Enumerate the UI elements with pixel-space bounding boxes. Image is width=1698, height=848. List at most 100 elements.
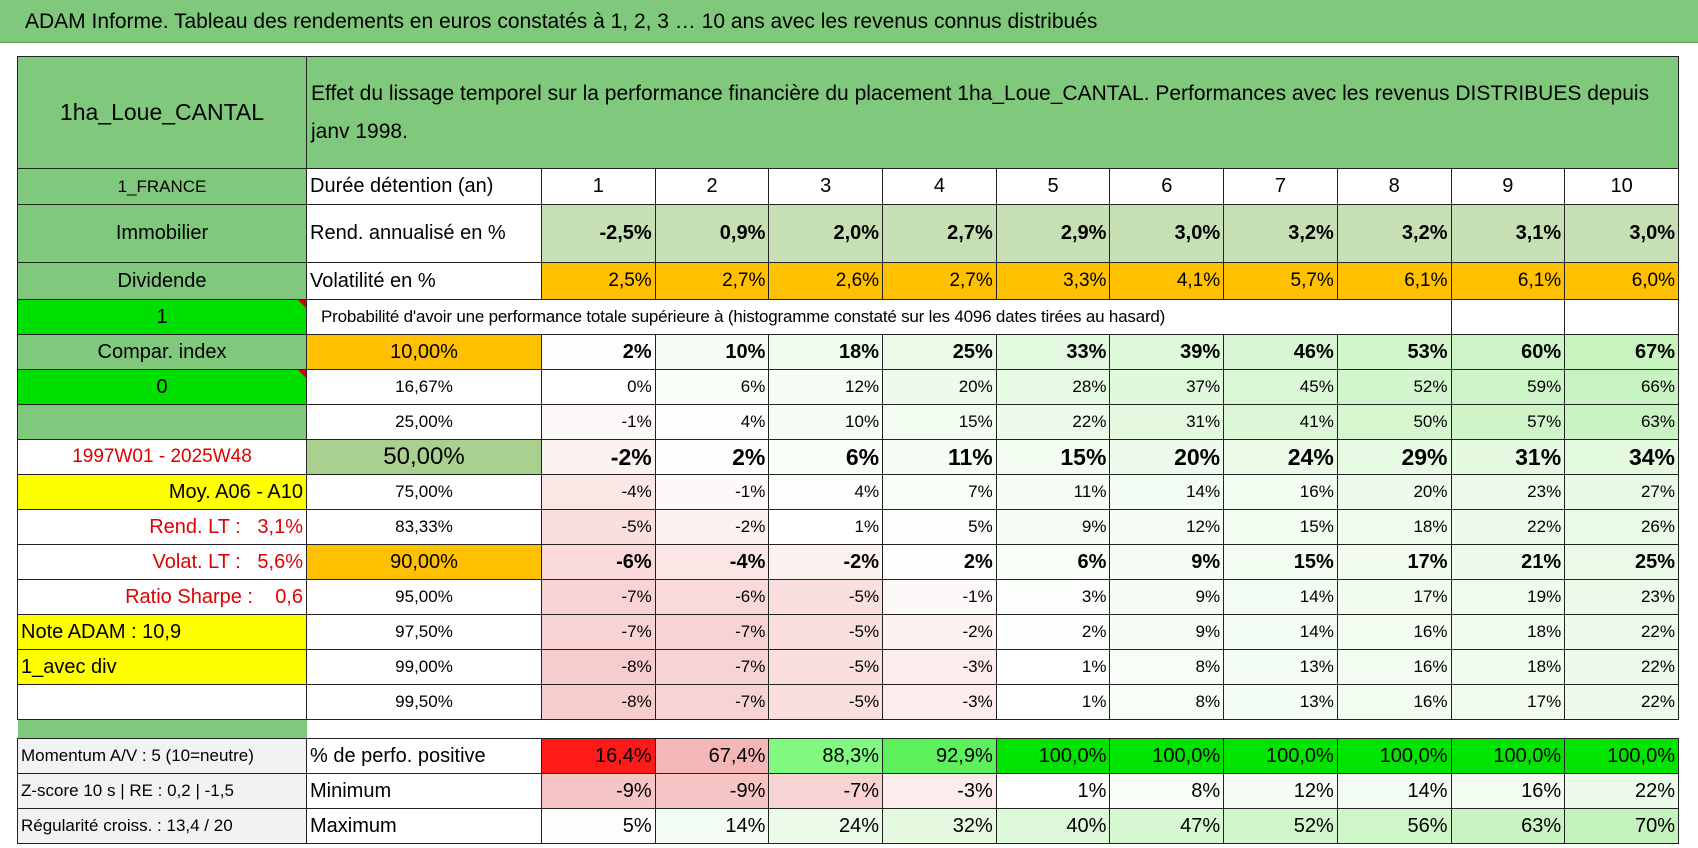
value-cell: 11% bbox=[882, 439, 997, 475]
side-label: Régularité croiss. : 13,4 / 20 bbox=[17, 808, 307, 844]
value-cell: -8% bbox=[541, 649, 656, 685]
value-cell: 25% bbox=[882, 334, 997, 370]
summary-cell: 100,0% bbox=[1564, 738, 1679, 774]
value-cell: 16% bbox=[1336, 684, 1452, 720]
value-cell: 46% bbox=[1223, 334, 1338, 370]
column-header: 5 bbox=[995, 168, 1111, 205]
value-cell: 28% bbox=[995, 369, 1111, 405]
value-cell: 3,2% bbox=[1223, 204, 1338, 263]
title-bar: ADAM Informe. Tableau des rendements en … bbox=[0, 0, 1698, 43]
side-label: Volat. LT : 5,6% bbox=[17, 544, 307, 580]
value-cell: 9% bbox=[1109, 544, 1225, 580]
summary-cell: -7% bbox=[768, 773, 884, 809]
value-cell: -7% bbox=[654, 649, 770, 685]
summary-cell: 70% bbox=[1564, 808, 1679, 844]
row-label: Rend. annualisé en % bbox=[306, 204, 542, 263]
value-cell: -1% bbox=[882, 579, 997, 615]
value-cell: 12% bbox=[1109, 509, 1225, 545]
column-header: 10 bbox=[1564, 168, 1679, 205]
value-cell: 3% bbox=[995, 579, 1111, 615]
value-cell: 53% bbox=[1336, 334, 1452, 370]
side-label: Immobilier bbox=[17, 204, 307, 263]
row-label: Maximum bbox=[306, 808, 542, 844]
value-cell: 2,7% bbox=[882, 204, 997, 263]
value-cell: 39% bbox=[1109, 334, 1225, 370]
value-cell: -5% bbox=[768, 614, 884, 650]
summary-cell: 56% bbox=[1336, 808, 1452, 844]
column-header: 3 bbox=[768, 168, 884, 205]
side-label: Momentum A/V : 5 (10=neutre) bbox=[17, 738, 307, 774]
value-cell: -5% bbox=[541, 509, 656, 545]
gap-cell bbox=[17, 719, 307, 739]
value-cell: -7% bbox=[654, 614, 770, 650]
value-cell: -1% bbox=[541, 404, 656, 440]
value-cell: 45% bbox=[1223, 369, 1338, 405]
row-label: 10,00% bbox=[306, 334, 542, 370]
performance-table: 1ha_Loue_CANTAL Effet du lissage tempore… bbox=[17, 56, 1679, 844]
value-cell: 2,7% bbox=[882, 262, 997, 300]
value-cell: 17% bbox=[1336, 579, 1452, 615]
value-cell: 63% bbox=[1564, 404, 1679, 440]
value-cell: 14% bbox=[1109, 474, 1225, 510]
summary-cell: -3% bbox=[882, 773, 997, 809]
value-cell: 15% bbox=[1223, 544, 1338, 580]
description: Effet du lissage temporel sur la perform… bbox=[306, 56, 1679, 169]
value-cell: 19% bbox=[1450, 579, 1566, 615]
value-cell: 2% bbox=[995, 614, 1111, 650]
data-row: 99,50% -8% -7% -5% -3% 1% 8% 13% 16% 17% 22% bbox=[17, 684, 1679, 720]
value-cell: 41% bbox=[1223, 404, 1338, 440]
data-row: Immobilier Rend. annualisé en % -2,5% 0,9% 2… bbox=[17, 204, 1679, 263]
value-cell: 60% bbox=[1450, 334, 1566, 370]
data-row: Compar. index 10,00% 2% 10% 18% 25% 33% 39% 46% 5… bbox=[17, 334, 1679, 370]
value-cell: 18% bbox=[1336, 509, 1452, 545]
value-cell: -6% bbox=[654, 579, 770, 615]
value-cell: 0,9% bbox=[654, 204, 770, 263]
summary-cell: 16% bbox=[1450, 773, 1566, 809]
value-cell: 22% bbox=[1450, 509, 1566, 545]
data-row: 1_FRANCE Durée détention (an) 1 2 3 4 5 6 7 8 9 10 bbox=[17, 168, 1679, 205]
value-cell: 33% bbox=[995, 334, 1111, 370]
summary-row: Z-score 10 s | RE : 0,2 | -1,5 Minimum -9%… bbox=[17, 773, 1679, 809]
value-cell: 22% bbox=[1564, 614, 1679, 650]
data-row: 1_avec div 99,00% -8% -7% -5% -3% 1% 8% 13% 16% 18… bbox=[17, 649, 1679, 685]
summary-cell: 47% bbox=[1109, 808, 1225, 844]
summary-cell: 100,0% bbox=[1223, 738, 1338, 774]
value-cell: 4,1% bbox=[1109, 262, 1225, 300]
value-cell: 50% bbox=[1336, 404, 1452, 440]
row-label: % de perfo. positive bbox=[306, 738, 542, 774]
side-label: Ratio Sharpe : 0,6 bbox=[17, 579, 307, 615]
side-label: 0 bbox=[17, 369, 307, 405]
summary-cell: 14% bbox=[1336, 773, 1452, 809]
summary-cell: 5% bbox=[541, 808, 656, 844]
value-cell: 21% bbox=[1450, 544, 1566, 580]
value-cell: -2% bbox=[654, 509, 770, 545]
value-cell: -7% bbox=[541, 579, 656, 615]
value-cell: 16% bbox=[1336, 614, 1452, 650]
value-cell: 9% bbox=[1109, 614, 1225, 650]
gap-row bbox=[17, 719, 1679, 739]
value-cell: 12% bbox=[768, 369, 884, 405]
value-cell: -3% bbox=[882, 684, 997, 720]
value-cell: 4% bbox=[654, 404, 770, 440]
value-cell: -7% bbox=[654, 684, 770, 720]
title: ADAM Informe. Tableau des rendements en … bbox=[25, 10, 1098, 33]
data-row: 0 16,67% 0% 6% 12% 20% 28% 37% 45% 52% 59% 66% bbox=[17, 369, 1679, 405]
value-cell: 20% bbox=[1336, 474, 1452, 510]
row-label: 75,00% bbox=[306, 474, 542, 510]
value-cell: 18% bbox=[1450, 649, 1566, 685]
summary-cell: 67,4% bbox=[654, 738, 770, 774]
summary-cell: 100,0% bbox=[1109, 738, 1225, 774]
summary-row: Momentum A/V : 5 (10=neutre)% de perfo. … bbox=[17, 738, 1679, 774]
value-cell: 57% bbox=[1450, 404, 1566, 440]
data-row: Rend. LT : 3,1% 83,33% -5% -2% 1% 5% 9% 12% 15% 1… bbox=[17, 509, 1679, 545]
value-cell: 13% bbox=[1223, 649, 1338, 685]
value-cell: 4% bbox=[768, 474, 884, 510]
value-cell: 5% bbox=[882, 509, 997, 545]
empty-cell bbox=[1564, 299, 1679, 335]
value-cell: 25% bbox=[1564, 544, 1679, 580]
value-cell: -4% bbox=[541, 474, 656, 510]
value-cell: -6% bbox=[541, 544, 656, 580]
value-cell: -2% bbox=[768, 544, 884, 580]
value-cell: 34% bbox=[1564, 439, 1679, 475]
header-row: 1ha_Loue_CANTAL Effet du lissage tempore… bbox=[17, 56, 1679, 169]
